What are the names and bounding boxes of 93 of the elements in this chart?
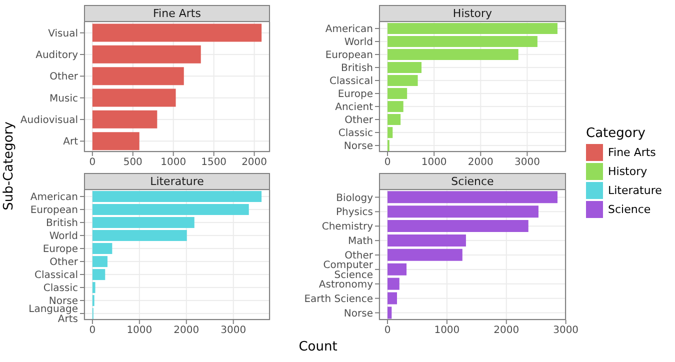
x-tick-label: 3000 [514,157,540,168]
y-tick-label: Europe [42,244,78,256]
bar [92,230,187,242]
y-tick-label: Computer Science [323,260,374,281]
x-axis-title: Count [298,340,338,354]
bar [92,132,140,150]
chart-title: Science [379,173,566,190]
bar [388,62,422,74]
y-tick-label: World [344,37,373,48]
bar [388,191,558,204]
y-tick-label: Auditory [36,50,78,62]
y-axis-title: Sub-Category [2,122,16,210]
y-tick-label: Earth Science [304,294,373,305]
bar [92,67,184,86]
y-tick-label: American [325,24,373,36]
y-tick-label: European [30,205,78,216]
bar [388,36,538,48]
y-tick-label: Visual [48,28,78,40]
legend-label: Science [608,203,651,216]
x-tick-label: 2000 [242,157,268,168]
y-tick-label: Biology [336,192,374,204]
y-tick-label: Classical [330,76,373,88]
x-tick-label: 0 [89,157,96,168]
y-tick-label: Other [50,257,79,268]
bar [92,24,262,42]
chart-title: Literature [84,173,270,190]
bar [388,292,398,304]
y-tick-label: Norse [344,308,373,320]
x-tick-label: 1000 [421,157,447,168]
x-tick-label: 1000 [126,325,152,336]
x-tick-label: 3000 [553,325,579,336]
y-tick-label: Astronomy [318,279,374,290]
chart-title: Fine Arts [84,5,270,22]
y-tick-label: Chemistry [322,222,374,233]
bar [92,217,194,228]
bar [92,110,158,128]
bar [388,220,528,232]
y-tick-label: European [325,50,373,62]
bar [388,234,466,246]
y-tick-label: Audiovisual [20,115,78,126]
bar [388,49,518,60]
y-tick-label: Norse [344,141,373,152]
chart-title: History [379,5,566,22]
bar [388,263,407,276]
bar [388,278,400,290]
x-tick-label: 0 [384,157,391,168]
x-tick-label: 1000 [160,157,186,168]
legend-label: Literature [608,184,662,197]
y-tick-label: Physics [336,207,373,218]
y-tick-label: Classic [43,283,78,294]
x-tick-label: 500 [123,157,142,168]
legend-title: Category [586,126,646,141]
bar [388,206,538,218]
bar [92,191,262,202]
y-tick-label: Europe [338,89,373,100]
bar [92,204,249,216]
legend-label: History [608,165,648,178]
y-tick-label: British [46,218,78,230]
y-tick-label: Music [50,93,78,104]
legend-label: Fine Arts [608,146,656,159]
x-tick-label: 1500 [201,157,227,168]
y-tick-label: Ancient [335,102,374,114]
bar [388,23,558,34]
y-tick-label: Classic [338,128,373,140]
bar [92,88,176,107]
bar [92,45,201,64]
bar [388,127,393,138]
x-tick-label: 0 [384,325,391,336]
bar [388,75,418,86]
y-tick-label: Other [344,115,374,126]
y-tick-label: Art [63,136,78,148]
bar [92,256,108,268]
x-tick-label: 2000 [494,325,520,336]
y-tick-label: Math [348,236,373,248]
y-tick-label: Classical [34,270,78,282]
x-tick-label: 2000 [174,325,200,336]
y-tick-label: Other [344,250,374,262]
bar [388,248,462,261]
y-tick-label: Other [50,72,79,83]
bar [92,282,96,294]
x-tick-label: 0 [89,325,96,336]
bar [92,269,106,280]
bar [92,243,112,254]
x-tick-label: 2000 [468,157,494,168]
x-tick-label: 3000 [220,325,246,336]
bar [388,88,408,100]
x-tick-label: 1000 [434,325,460,336]
y-tick-label: American [30,192,78,204]
bar [388,306,392,319]
bar [388,114,401,126]
bar [388,101,404,112]
y-tick-label: World [49,231,78,242]
y-tick-label: British [341,63,373,74]
